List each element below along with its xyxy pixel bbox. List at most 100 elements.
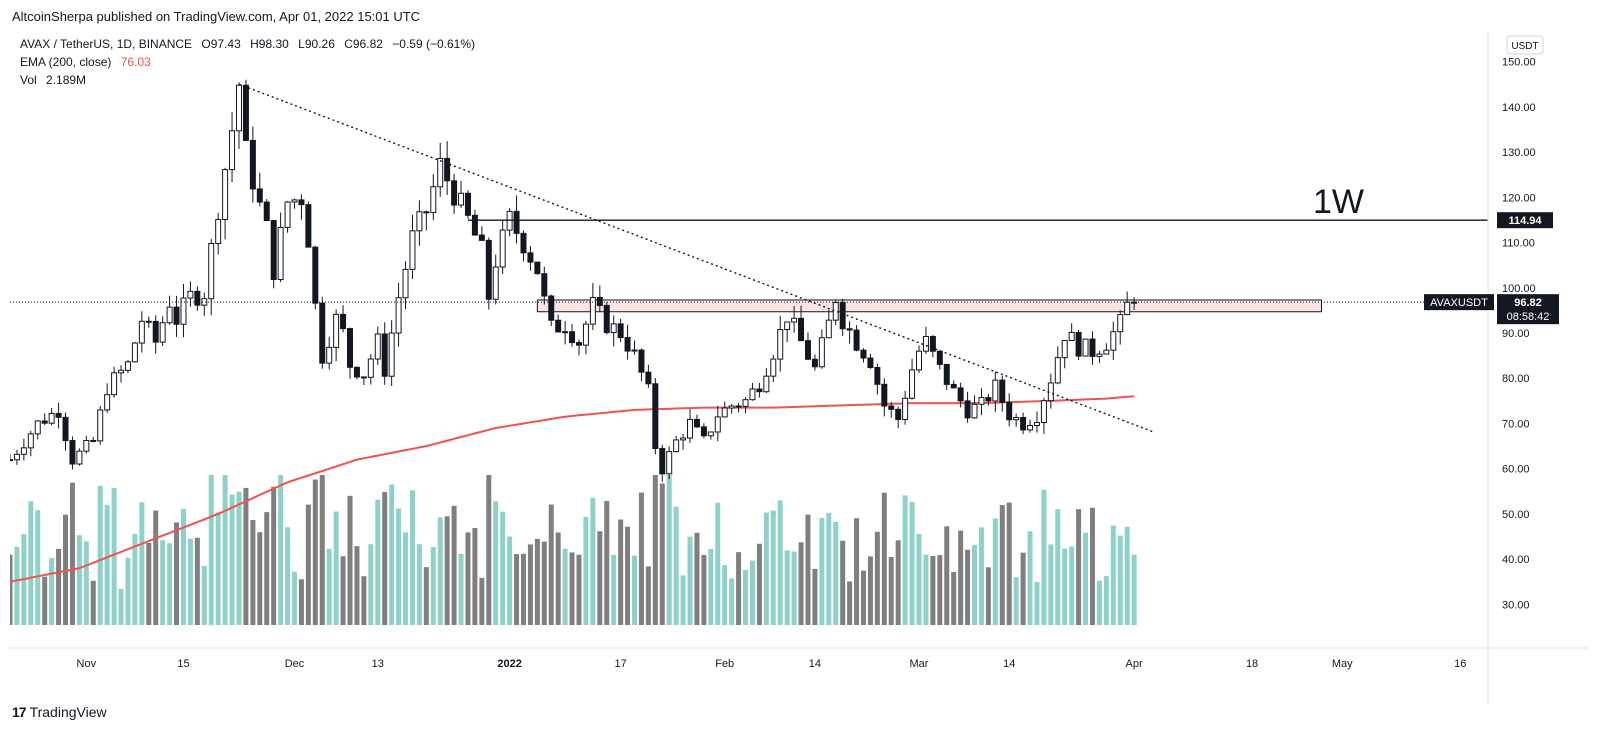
candle-body (895, 408, 902, 421)
candle-body (194, 290, 201, 306)
volume-bar (638, 492, 644, 625)
candle (104, 383, 111, 413)
volume-bar (819, 518, 825, 625)
last-price-tag (1497, 294, 1559, 325)
candle (575, 339, 582, 356)
candle (964, 391, 971, 423)
candle (1131, 297, 1138, 311)
candle-body (749, 388, 756, 401)
candle-body (326, 346, 333, 364)
candle-body (888, 405, 895, 410)
volume-bar (965, 549, 971, 625)
volume-bar (437, 517, 443, 625)
candle (895, 406, 902, 429)
volume-bar (42, 576, 48, 625)
volume-bar (888, 557, 894, 625)
candle-body (104, 394, 111, 411)
candle (229, 112, 236, 183)
candle (756, 382, 763, 398)
volume-bar (458, 553, 464, 625)
candle (527, 246, 534, 271)
candle-body (1082, 338, 1089, 357)
candle (444, 141, 451, 195)
volume-bar (35, 510, 41, 625)
candle-body (485, 239, 492, 300)
candle-body (756, 388, 763, 393)
candle (1027, 419, 1034, 433)
candle-body (652, 383, 659, 449)
candle-body (603, 304, 610, 334)
volume-bar (659, 483, 665, 625)
volume-bar (97, 485, 103, 625)
candle (929, 335, 936, 358)
volume-bar (153, 510, 159, 625)
volume-bar (500, 511, 506, 625)
volume-bar (368, 544, 374, 625)
candle-body (464, 192, 471, 216)
candle-body (1089, 338, 1096, 357)
candle (1082, 338, 1089, 357)
candle (1033, 411, 1040, 433)
chart-frame[interactable]: 30.00 40.00 50.00 60.00 70.00 80.00 90.00 100.0… (7, 31, 1590, 705)
volume-bar (805, 514, 811, 625)
candle (277, 212, 284, 283)
volume-bar (333, 511, 339, 625)
candle-body (902, 397, 909, 421)
symbol-tag (1424, 294, 1494, 311)
candle (867, 353, 874, 369)
legend-symbol-line: AVAX / TetherUS, 1D, BINANCE O97.43 H98.… (20, 37, 475, 51)
candle (687, 409, 694, 444)
candle-body (20, 447, 27, 455)
time-tick-label: 15 (177, 658, 189, 670)
candle (381, 322, 388, 385)
candle (534, 261, 541, 275)
candle (541, 266, 548, 305)
candle-body (69, 440, 76, 465)
volume-bar (187, 538, 193, 625)
legend-open: O97.43 (201, 37, 241, 51)
price-tick-label: 60.00 (1502, 464, 1530, 476)
candle (957, 382, 964, 408)
candle (631, 340, 638, 355)
candle (333, 309, 340, 362)
volume-bar (1034, 582, 1040, 625)
candle-body (645, 371, 652, 385)
candle-body (957, 387, 964, 402)
volume-bar (465, 532, 471, 625)
candle (707, 431, 714, 440)
candle-body (541, 273, 548, 297)
volume-bar (680, 575, 686, 625)
candle-body (1027, 425, 1034, 431)
price-chart[interactable]: 30.00 40.00 50.00 60.00 70.00 80.00 90.00 100.0… (7, 31, 1590, 705)
candle-body (423, 211, 430, 214)
time-tick-label: 2022 (497, 658, 521, 670)
candle (305, 201, 312, 248)
volume-bar (49, 558, 55, 625)
legend-ema-line: EMA (200, close) 76.03 (20, 55, 151, 69)
candle-body (860, 349, 867, 359)
candle-body (249, 139, 256, 190)
candle (118, 365, 125, 383)
volume-bar (1089, 507, 1095, 625)
candle (291, 198, 298, 209)
volume-bar (784, 550, 790, 625)
volume-bar (833, 521, 839, 625)
candle (298, 194, 305, 220)
legend-high: H98.30 (250, 37, 289, 51)
candle-body (964, 400, 971, 419)
candle-body (131, 342, 138, 363)
candle (763, 368, 770, 393)
candle-body (284, 201, 291, 228)
volume-bar (403, 532, 409, 625)
candle-body (340, 313, 347, 330)
price-tick-label: 80.00 (1502, 373, 1530, 385)
candle (1020, 412, 1027, 435)
volume-bar (1006, 502, 1012, 625)
candle-body (402, 268, 409, 299)
currency-box[interactable] (1506, 35, 1544, 55)
volume-bar (694, 532, 700, 625)
candle (950, 380, 957, 389)
candle-body (90, 439, 97, 442)
candle-body (971, 403, 978, 419)
candle (603, 302, 610, 335)
